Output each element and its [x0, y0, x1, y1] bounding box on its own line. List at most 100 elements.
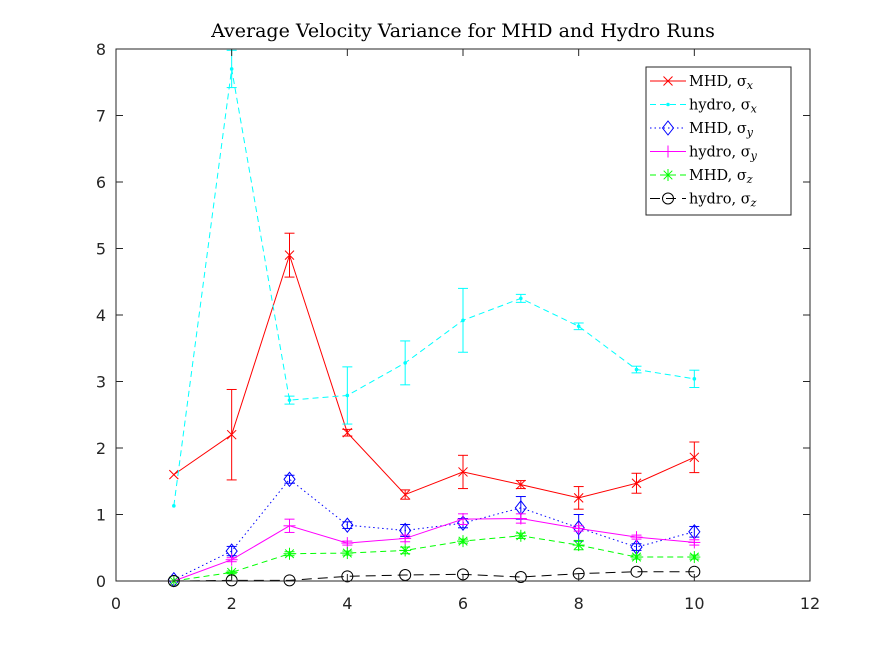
data-point-0-4-b — [400, 489, 411, 500]
data-point-4-2 — [283, 547, 296, 560]
data-point-5-2 — [283, 574, 296, 587]
data-point-4-6 — [514, 529, 527, 542]
data-point-0-3 — [342, 427, 353, 438]
y-tick-label-0: 0 — [96, 572, 106, 591]
data-point-0-7 — [573, 493, 584, 503]
series-4 — [167, 529, 701, 587]
legend-label-sub-3: y — [750, 150, 758, 163]
legend-label-sub-2: y — [746, 126, 754, 139]
legend-marker-2 — [661, 120, 675, 136]
data-point-0-5 — [458, 467, 468, 477]
legend-label-main-4: MHD, σ — [689, 168, 747, 184]
data-point-4-9-d2 — [689, 552, 699, 562]
legend-marker-0 — [663, 76, 673, 86]
data-point-0-1 — [226, 429, 237, 440]
legend-marker-2-shape — [661, 120, 675, 136]
legend-marker-1-dot — [666, 102, 670, 107]
data-point-3-6 — [514, 512, 527, 525]
data-point-1-3 — [345, 393, 350, 398]
legend-label-3: hydro, σy — [689, 145, 758, 163]
data-point-4-7 — [572, 539, 585, 552]
data-point-4-5-d2 — [458, 536, 468, 546]
series-3 — [167, 512, 701, 587]
data-point-4-2-d2 — [284, 549, 295, 559]
legend-label-main-5: hydro, σ — [689, 192, 751, 208]
data-point-0-7-b — [573, 493, 584, 503]
data-point-1-4-dot — [403, 361, 407, 365]
data-point-0-5-b — [458, 467, 468, 477]
legend-label-0: MHD, σx — [689, 74, 754, 92]
chart-title: Average Velocity Variance for MHD and Hy… — [210, 20, 715, 42]
data-point-5-2-ring — [283, 574, 296, 587]
data-point-0-9-b — [689, 452, 700, 463]
data-point-5-8-ring — [630, 565, 643, 578]
data-point-4-3-d2 — [342, 548, 352, 558]
legend-entry-0: MHD, σx — [650, 74, 754, 92]
data-point-0-2 — [284, 250, 295, 261]
series-line-5 — [173, 571, 695, 582]
x-tick-label-1: 2 — [227, 594, 237, 613]
data-point-1-9 — [692, 377, 697, 381]
legend-label-main-0: MHD, σ — [689, 74, 747, 90]
data-point-3-8 — [630, 531, 643, 544]
legend-label-sub-1: x — [751, 103, 758, 116]
series-line-4 — [173, 535, 695, 582]
x-tick-label-2: 4 — [342, 594, 352, 613]
data-point-1-7-dot — [576, 324, 581, 329]
legend-label-sub-5: z — [750, 197, 757, 210]
y-tick-label-6: 6 — [96, 173, 106, 192]
series-1 — [172, 49, 700, 508]
x-tick-label-4: 8 — [574, 594, 584, 613]
data-point-0-1-b — [226, 429, 237, 440]
legend-label-sub-0: x — [747, 79, 754, 92]
data-point-2-3 — [341, 517, 354, 533]
y-tick-label-3: 3 — [96, 373, 106, 392]
series-line-1 — [173, 68, 695, 506]
legend-label-4: MHD, σz — [689, 168, 753, 186]
legend-entry-1: hydro, σx — [650, 98, 758, 116]
plot-area — [167, 49, 701, 588]
y-tick-label-8: 8 — [96, 40, 106, 59]
data-point-5-6 — [514, 571, 527, 584]
legend-marker-4-d2 — [663, 170, 673, 180]
data-point-4-8-d2 — [631, 552, 642, 562]
data-point-3-4 — [399, 532, 412, 545]
legend-marker-5-ring — [662, 192, 674, 205]
data-point-4-5 — [457, 535, 469, 548]
legend-label-1: hydro, σx — [689, 98, 758, 116]
x-tick-label-6: 12 — [800, 594, 820, 613]
data-point-0-0 — [168, 469, 179, 480]
x-tick-label-5: 10 — [684, 594, 704, 613]
data-point-0-9 — [689, 452, 700, 463]
legend-marker-3 — [662, 145, 674, 158]
data-point-3-1 — [225, 553, 238, 566]
y-tick-label-5: 5 — [96, 240, 106, 259]
y-tick-label-7: 7 — [96, 107, 106, 126]
data-point-1-0-dot — [172, 504, 176, 508]
data-point-3-9 — [688, 536, 701, 549]
data-point-1-7 — [576, 324, 581, 329]
x-tick-label-0: 0 — [111, 594, 121, 613]
series-line-0 — [173, 253, 695, 499]
legend-label-main-2: MHD, σ — [689, 121, 747, 137]
data-point-1-9-dot — [692, 377, 697, 381]
data-point-0-0-b — [168, 469, 179, 480]
data-point-0-3-b — [342, 427, 353, 438]
data-point-2-2 — [283, 471, 296, 488]
data-point-0-2-b — [284, 250, 295, 261]
series-line-3 — [173, 517, 695, 582]
legend-box — [645, 66, 792, 216]
data-point-0-6-b — [515, 479, 526, 490]
data-point-3-5 — [457, 513, 469, 526]
data-point-5-3-ring — [341, 570, 354, 583]
data-point-1-8 — [634, 367, 639, 372]
data-point-1-6-dot — [519, 296, 523, 301]
legend-marker-1 — [666, 102, 670, 107]
legend-label-sub-4: z — [746, 173, 753, 186]
data-point-1-5-dot — [461, 318, 465, 323]
legend-label-main-3: hydro, σ — [689, 145, 751, 161]
series-0 — [168, 232, 700, 510]
data-point-5-8 — [630, 565, 643, 578]
